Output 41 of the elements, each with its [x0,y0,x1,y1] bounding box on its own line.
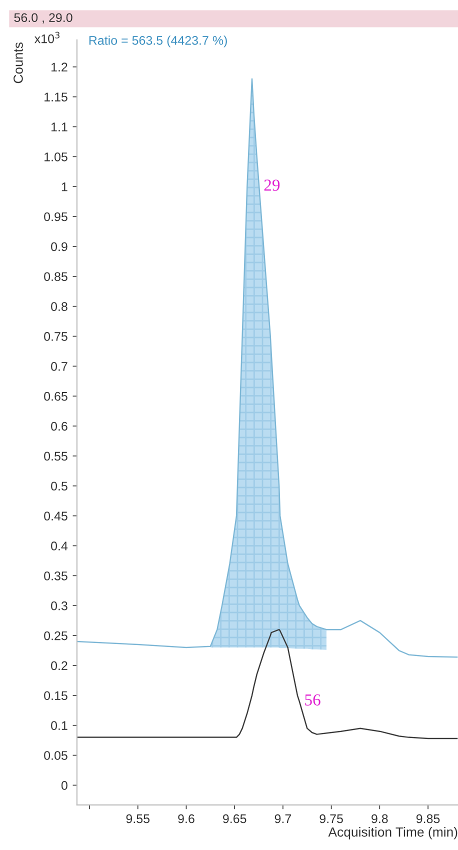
line-series [76,628,458,740]
annotation: Ratio = 563.5 (4423.7 %) [89,36,227,48]
y-tick-label: 0.95 [44,212,68,222]
y-tick-label: 0.55 [44,452,68,461]
y-tick-label: 1.05 [44,152,68,162]
y-tick-label: 0.75 [44,332,68,341]
y-tick-label: 0.9 [51,242,68,252]
chart-title: 56.0 , 29.0 [14,13,72,24]
y-tick-label: 0.1 [51,721,68,730]
y-tick-label: 0.35 [44,571,68,580]
y-tick-label: 0.65 [44,392,68,401]
x-tick-label: 9.55 [126,814,150,824]
y-tick-label: 1.15 [44,92,68,102]
x-tick-label: 9.65 [223,814,246,824]
y-tick-label: 1 [62,182,68,192]
x-axis-title: Acquisition Time (min) [328,827,458,840]
x-tick-label: 9.85 [416,814,440,824]
y-tick-label: 0.3 [51,601,68,610]
x-tick-label: 9.7 [274,814,292,824]
y-tick-label: 0.2 [51,661,68,670]
line-series [76,78,458,658]
y-tick-label: 0.05 [44,751,68,760]
y-tick-label: 0.85 [44,272,68,282]
y-tick-label: 0.8 [51,302,68,311]
y-tick-label: 0 [61,780,68,790]
y-axis-title: Counts [14,42,23,84]
annotation: 29 [264,180,280,191]
annotation: 56 [305,694,320,706]
y-tick-label: 0.7 [51,362,68,371]
y-tick-label: 0.15 [44,691,68,700]
y-tick-label: 0.25 [44,631,68,640]
y-tick-label: 1.1 [51,122,68,132]
text: x10$^{3}$ [34,32,60,44]
y-tick-label: 0.45 [44,512,68,520]
y-tick-label: 0.4 [51,542,68,550]
x-tick-label: 9.75 [320,814,343,824]
y-tick-label: 0.5 [51,482,68,491]
x-tick-label: 9.6 [178,814,194,824]
y-tick-label: 0.6 [51,422,68,431]
x-tick-label: 9.8 [372,814,388,824]
y-tick-label: 1.2 [51,62,68,72]
